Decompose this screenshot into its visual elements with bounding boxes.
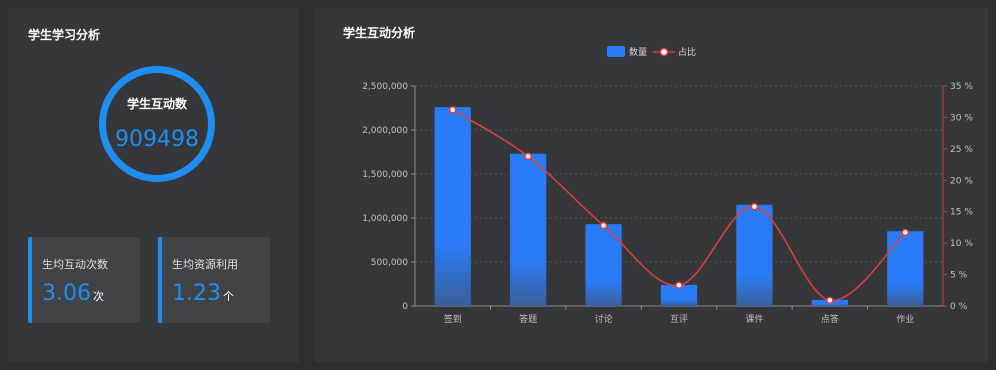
y-right-tick-label: 15 % [950,208,973,218]
ratio-point [524,152,532,161]
card-accent-bar [28,237,32,323]
bar [660,284,698,306]
stat-label: 生均资源利用 [172,258,238,271]
y-left-tick-label: 1,500,000 [362,170,408,180]
interaction-ring: 学生互动数 909498 [99,66,215,182]
legend-label: 数量 [628,48,647,58]
panel-title: 学生学习分析 [28,28,101,42]
x-tick-label: 讨论 [595,313,613,325]
y-right-tick-label: 35 % [950,82,973,92]
x-tick-label: 答题 [519,313,537,325]
ring-label: 学生互动数 [126,97,187,111]
x-tick-label: 互评 [670,314,688,325]
y-left-tick-label: 2,500,000 [362,82,408,92]
bar [585,224,622,306]
y-right-tick-label: 25 % [950,145,973,155]
ratio-point [675,281,683,290]
bar-swatch-icon [606,46,625,57]
ratio-point [901,228,910,237]
card-accent-bar [158,237,162,323]
bar [736,204,773,306]
stat-label: 生均互动次数 [42,258,108,271]
bar [887,231,924,306]
chart-legend: 数量 占比 [315,45,988,58]
legend-item-bar[interactable]: 数量 [606,45,647,58]
stat-value: 3.06 次 [42,281,104,306]
y-left-tick-label: 2,000,000 [362,126,408,136]
stat-value: 1.23 个 [172,281,234,306]
ratio-point [599,221,608,230]
stat-number: 1.23 [172,281,221,306]
legend-item-line[interactable]: 占比 [653,45,696,58]
y-right-tick-label: 0 % [950,302,968,312]
ratio-point [750,202,759,211]
line-swatch-icon [653,47,675,56]
y-left-tick-label: 0 [402,302,408,312]
y-right-tick-label: 30 % [950,113,973,123]
y-right-tick-label: 10 % [950,239,973,249]
x-tick-label: 签到 [444,313,462,325]
x-tick-label: 课件 [745,313,763,325]
legend-label: 占比 [678,48,697,58]
stat-unit: 个 [222,290,234,303]
ratio-point [826,296,834,305]
panel-title: 学生互动分析 [343,26,416,40]
stat-card-avg-interactions: 生均互动次数 3.06 次 [28,237,140,323]
stat-number: 3.06 [42,281,91,306]
interaction-chart: 0 500,000 1,000,000 1,500,000 2,000,000 2,500… [362,82,973,325]
y-right-tick-label: 5 % [950,271,968,281]
stat-unit: 次 [92,290,104,303]
x-tick-label: 点答 [821,313,839,325]
y-left-tick-label: 1,000,000 [362,214,408,224]
stat-card-avg-resources: 生均资源利用 1.23 个 [158,237,270,323]
y-left-tick-label: 500,000 [371,258,408,268]
student-interaction-panel: 0 500,000 1,000,000 1,500,000 2,000,000 2,500… [315,8,988,362]
student-learning-panel: 学生学习分析 学生互动数 909498 生均互动次数 3.06 次 生均资源利用 … [8,8,299,362]
bar [434,107,471,307]
ratio-point [448,106,457,114]
bar [510,153,547,306]
x-tick-label: 作业 [896,313,914,325]
y-right-tick-label: 20 % [950,176,973,186]
ring-value: 909498 [115,127,199,152]
